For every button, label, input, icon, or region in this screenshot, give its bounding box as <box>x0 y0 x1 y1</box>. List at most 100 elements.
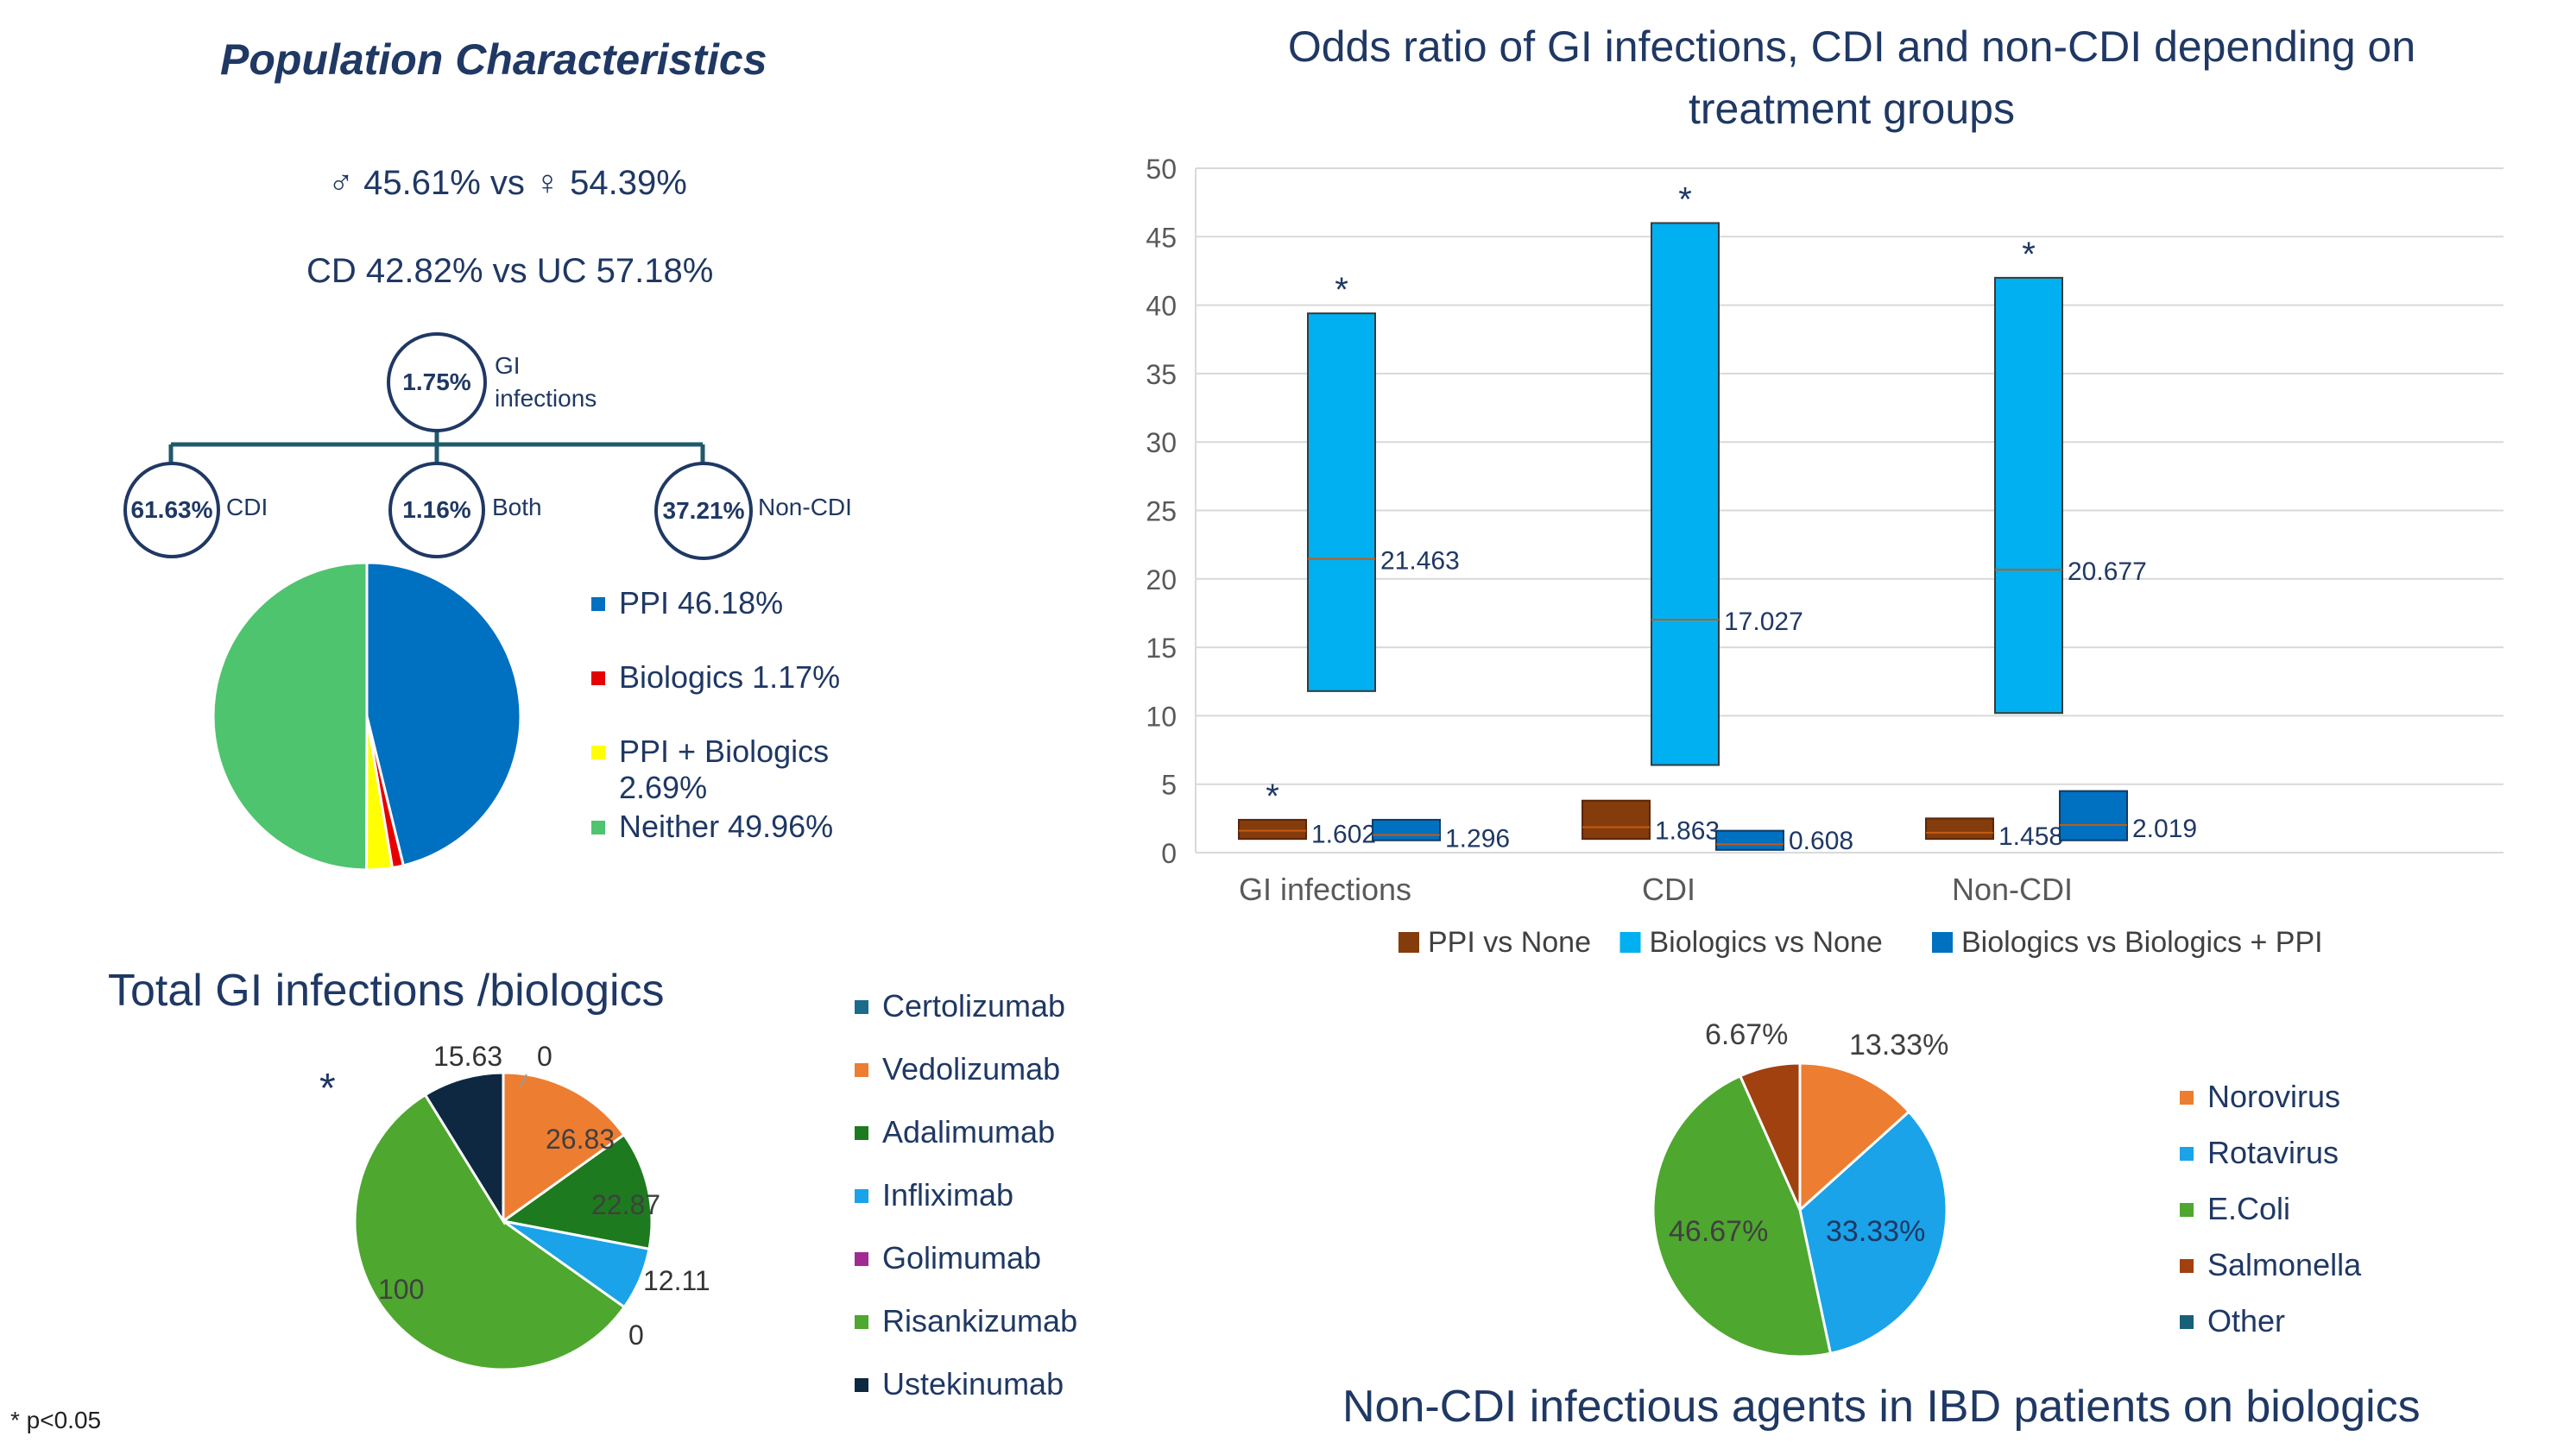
legend-label: Biologics vs Biologics + PPI <box>1961 926 2323 959</box>
box-ppi-vs-none <box>1925 817 1994 841</box>
box-value-label: 1.296 <box>1445 824 1510 853</box>
legend-biologics: Biologics 1.17% <box>591 659 840 696</box>
pie-slice-ustekinumab <box>423 1071 505 1226</box>
legend-label: Salmonella <box>2207 1247 2362 1282</box>
leader-line <box>520 1074 527 1087</box>
legend-item-risankizumab: Risankizumab <box>855 1303 1077 1339</box>
legend-item-rotavirus: Rotavirus <box>2180 1135 2339 1171</box>
pie-data-label: 12.11 <box>643 1265 710 1296</box>
legend-swatch <box>591 671 605 685</box>
both-label: Both <box>492 494 542 520</box>
legend-swatch <box>1398 932 1419 953</box>
legend-item-certolizumab: Certolizumab <box>855 988 1065 1024</box>
pie-slice-salmonella <box>1738 1061 1802 1211</box>
disease-ratio: CD 42.82% vs UC 57.18% <box>306 252 714 290</box>
legend-swatch <box>855 1378 868 1392</box>
y-tick-label: 20 <box>1146 564 1177 595</box>
y-tick-label: 45 <box>1146 222 1177 253</box>
legend-label: Biologics vs None <box>1650 926 1883 959</box>
legend-swatch <box>1932 932 1953 953</box>
legend-item-adalimumab: Adalimumab <box>855 1114 1055 1150</box>
y-tick-label: 30 <box>1146 427 1177 458</box>
legend-ppi: PPI 46.18% <box>591 585 783 621</box>
significance-mark: * <box>319 1066 336 1112</box>
box-value-label: 1.602 <box>1311 821 1376 849</box>
legend-label: Biologics 1.17% <box>619 659 841 695</box>
cdi-circle: 61.63% <box>123 462 220 558</box>
legend-label: Certolizumab <box>882 988 1066 1024</box>
legend-item-vedolizumab: Vedolizumab <box>855 1051 1060 1087</box>
pie-data-label: 0 <box>537 1041 552 1072</box>
significance-mark: * <box>1266 778 1279 816</box>
legend-swatch <box>855 1252 868 1266</box>
pie-slice-risankizumab <box>353 1093 627 1371</box>
pie-data-label: 46.67% <box>1669 1215 1768 1248</box>
gi-infections-label: GI infections <box>495 352 597 412</box>
y-tick-label: 40 <box>1146 291 1177 322</box>
legend-label: Risankizumab <box>882 1303 1078 1338</box>
legend-swatch <box>591 821 605 835</box>
box-biologics-vs-none <box>1994 276 2063 715</box>
box-value-label: 17.027 <box>1724 608 1803 636</box>
odds-chart-title: Odds ratio of GI infections, CDI and non… <box>1287 22 2416 133</box>
box-ppi-vs-none <box>1238 818 1307 841</box>
legend-swatch <box>591 746 605 759</box>
pie-data-label: 22.87 <box>591 1189 660 1220</box>
box-biologics-vs-none <box>1651 222 1720 766</box>
legend-label: PPI 46.18% <box>619 585 784 620</box>
pie-slice-ppi <box>365 561 522 867</box>
legend-swatch <box>2180 1315 2194 1329</box>
footnote: * p<0.05 <box>10 1407 102 1433</box>
box-value-label: 21.463 <box>1380 547 1460 576</box>
legend-swatch <box>2180 1203 2194 1217</box>
odds-ratio-chart: 0 5 10 15 20 25 30 35 40 45 50 GI infections 1.602 * 2… <box>1146 154 2503 959</box>
legend-label: Vedolizumab <box>882 1051 1061 1087</box>
both-value: 1.16% <box>402 496 471 523</box>
legend-item-ustekinumab: Ustekinumab <box>855 1366 1064 1402</box>
box-value-label: 0.608 <box>1789 827 1853 855</box>
pie-data-label: 0 <box>628 1320 644 1351</box>
legend-swatch <box>1619 932 1641 953</box>
sex-ratio: ♂ 45.61% vs ♀ 54.39% <box>328 164 687 202</box>
pie-data-label: 100 <box>378 1274 424 1305</box>
legend-item-other: Other <box>2180 1303 2285 1339</box>
pie-data-label: 33.33% <box>1826 1215 1925 1248</box>
legend-label: Neither 49.96% <box>619 809 834 844</box>
legend-label: Norovirus <box>2207 1079 2341 1114</box>
legend-label: E.Coli <box>2207 1191 2291 1226</box>
legend-label: PPI + Biologics 2.69% <box>619 734 830 805</box>
gi-infections-value: 1.75% <box>402 368 471 395</box>
legend-swatch <box>2180 1147 2194 1161</box>
x-tick-label: Non-CDI <box>1952 872 2073 907</box>
x-tick-label: GI infections <box>1239 872 1411 907</box>
box-value-label: 2.019 <box>2132 815 2197 843</box>
legend-neither: Neither 49.96% <box>591 809 833 845</box>
box-value-label: 20.677 <box>2068 557 2147 586</box>
cdi-value: 61.63% <box>130 496 213 523</box>
y-tick-label: 35 <box>1146 359 1177 390</box>
legend-swatch <box>855 1126 868 1140</box>
box-biologics-vs-none <box>1307 312 1376 692</box>
legend-swatch <box>855 1315 868 1329</box>
legend-swatch <box>591 597 605 611</box>
both-circle: 1.16% <box>388 462 485 558</box>
significance-mark: * <box>1678 180 1692 218</box>
pie-slice-vedolizumab <box>502 1071 627 1224</box>
legend-label: Other <box>2207 1303 2286 1338</box>
legend-item-e-coli: E.Coli <box>2180 1191 2290 1227</box>
legend-swatch <box>855 1189 868 1203</box>
pie-slice-norovirus <box>1798 1061 1911 1213</box>
gi-infections-circle: 1.75% <box>387 332 487 432</box>
pie-slice-neither <box>212 561 369 872</box>
y-tick-label: 25 <box>1146 496 1177 527</box>
y-tick-label: 50 <box>1146 154 1177 185</box>
y-tick-label: 15 <box>1146 633 1177 664</box>
box-value-label: 1.863 <box>1655 816 1720 845</box>
legend-label: Rotavirus <box>2207 1135 2339 1170</box>
pie-data-label: 26.83 <box>546 1124 615 1155</box>
legend-label: PPI vs None <box>1428 926 1591 959</box>
noncdi-circle: 37.21% <box>654 462 753 560</box>
legend-item-golimumab: Golimumab <box>855 1240 1041 1276</box>
pie-data-label: 6.67% <box>1705 1018 1788 1051</box>
legend-label: Infliximab <box>882 1177 1014 1212</box>
